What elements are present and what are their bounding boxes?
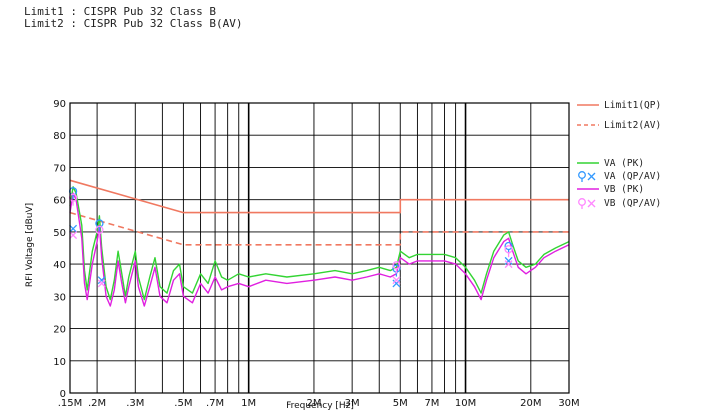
y-tick-label: 40 [53, 260, 66, 271]
x-tick-label: 7M [424, 398, 439, 409]
x-tick-label: .3M [126, 398, 144, 409]
x-tick-label: 2M [306, 398, 321, 409]
series-vb-pk [69, 192, 570, 307]
av-marker [504, 260, 513, 269]
av-marker [97, 276, 106, 285]
legend-label: VA (PK) [604, 158, 644, 169]
y-tick-label: 70 [53, 163, 66, 174]
limit2-caption: Limit2 : CISPR Pub 32 Class B(AV) [24, 17, 243, 30]
legend-label: VB (PK) [604, 184, 644, 195]
av-marker [69, 224, 78, 233]
legend-label: VA (QP/AV) [604, 171, 661, 182]
plot-area [70, 103, 569, 393]
x-tick-label: .5M [174, 398, 192, 409]
y-tick-label: 80 [53, 131, 66, 142]
y-tick-label: 30 [53, 292, 66, 303]
x-tick-label: 1M [241, 398, 256, 409]
x-tick-label: 30M [558, 398, 579, 409]
y-tick-label: 10 [53, 357, 66, 368]
legend-swatch-qp [578, 198, 586, 206]
av-marker [392, 279, 401, 288]
y-tick-label: 20 [53, 325, 66, 336]
legend-label: VB (QP/AV) [604, 198, 661, 209]
limit1-caption: Limit1 : CISPR Pub 32 Class B [24, 5, 217, 18]
av-marker [97, 279, 106, 288]
x-tick-label: 5M [393, 398, 408, 409]
y-tick-label: 0 [60, 389, 66, 400]
y-tick-label: 60 [53, 196, 66, 207]
grid [70, 102, 570, 394]
y-axis-label: RFI Voltage [dBuV] [25, 203, 35, 287]
av-marker [504, 256, 513, 265]
y-tick-label: 50 [53, 228, 66, 239]
trace-lines [69, 186, 570, 307]
x-axis-label: Frequency [Hz] [286, 401, 354, 411]
series-limit1-qp [69, 179, 569, 214]
x-tick-label: .15M [58, 398, 83, 409]
x-tick-label: 3M [345, 398, 360, 409]
legend-label: Limit2(AV) [604, 120, 661, 131]
y-tick-label: 90 [53, 99, 66, 110]
series-limit2-av [69, 211, 569, 246]
axes: 0 10 20 30 40 50 60 70 80 90 .15M .2M .3M .5M .7M 1M 2M 3… [53, 99, 579, 409]
series-va-pk [69, 186, 570, 301]
av-marker [69, 231, 78, 240]
legend-label: Limit1(QP) [604, 100, 661, 111]
x-tick-label: .7M [206, 398, 224, 409]
measurement-markers [68, 187, 513, 288]
chart-header: Limit1 : CISPR Pub 32 Class B Limit2 : C… [24, 6, 243, 30]
limit-lines [69, 179, 569, 246]
x-tick-label: .2M [88, 398, 106, 409]
legend-swatch-av [587, 199, 596, 208]
av-marker [392, 276, 401, 285]
legend-swatch-av [587, 172, 596, 181]
legend: Limit1(QP) Limit2(AV) VA (PK) VA (QP/AV) VB … [577, 100, 661, 209]
plot-frame [69, 102, 570, 394]
legend-swatch-qp [578, 171, 586, 179]
x-tick-label: 20M [520, 398, 541, 409]
x-tick-label: 10M [455, 398, 476, 409]
